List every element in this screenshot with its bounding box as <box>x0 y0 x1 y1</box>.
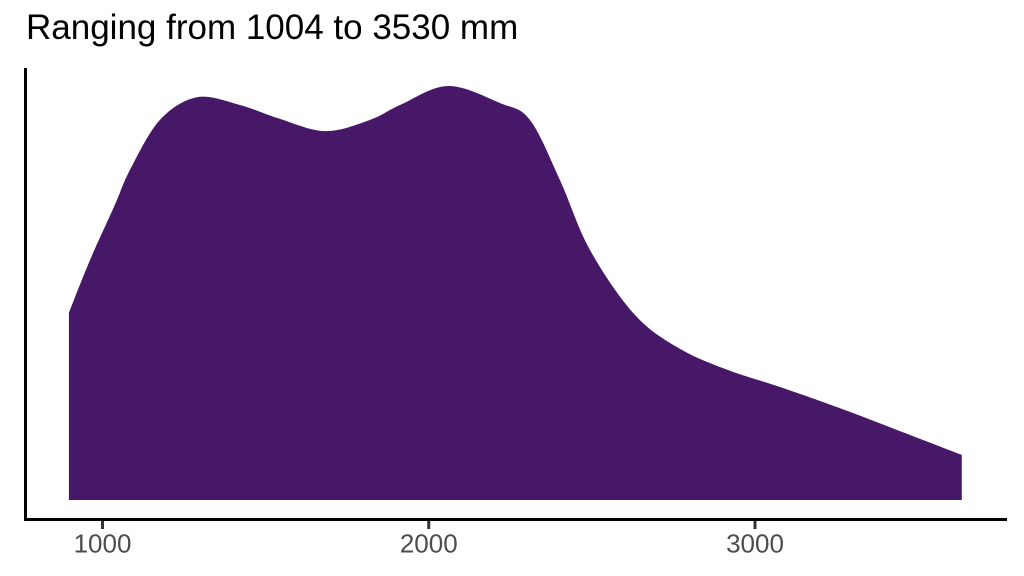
x-tick-label: 1000 <box>74 529 132 559</box>
x-tick-label: 3000 <box>726 529 784 559</box>
chart-title: Ranging from 1004 to 3530 mm <box>26 8 519 47</box>
density-area <box>68 85 962 500</box>
x-tick-label: 2000 <box>400 529 458 559</box>
